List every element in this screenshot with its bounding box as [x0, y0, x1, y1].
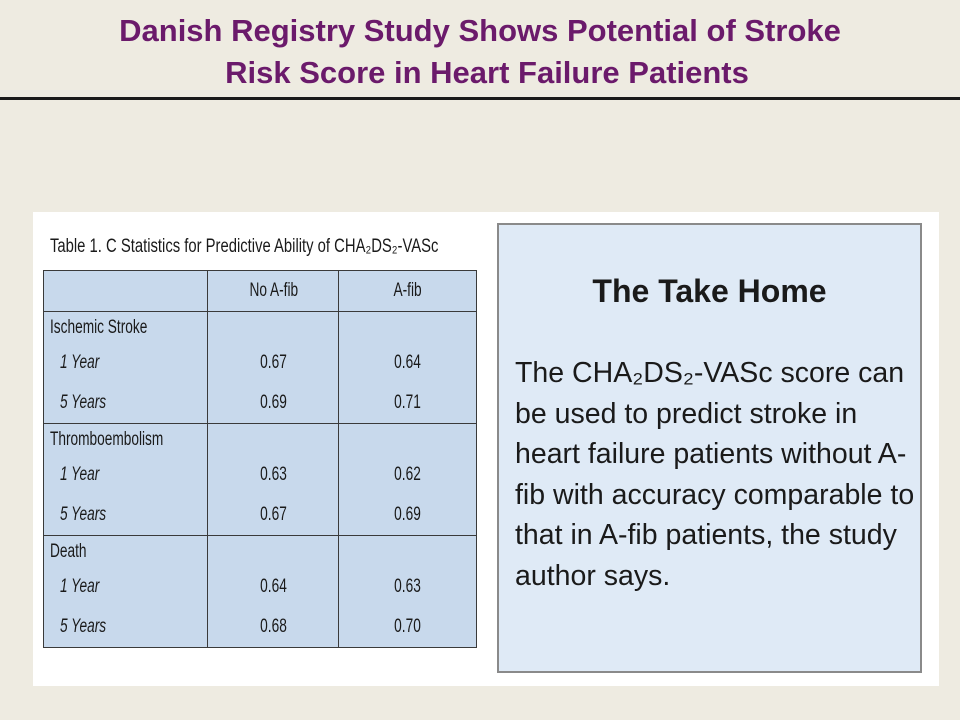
cell-no-afib: 0.68: [207, 607, 340, 649]
header-cell-afib: A-fib: [338, 270, 477, 312]
table-group-row: Thromboembolism: [42, 422, 477, 456]
table-row: 1 Year 0.64 0.63: [42, 567, 477, 608]
group-label: Death: [42, 534, 209, 568]
table-caption: Table 1. C Statistics for Predictive Abi…: [50, 236, 439, 257]
row-label: 5 Years: [42, 607, 209, 649]
table-group-row: Ischemic Stroke: [42, 310, 477, 344]
cell-afib: 0.62: [338, 455, 477, 496]
table-row: 1 Year 0.67 0.64: [42, 343, 477, 384]
cell-afib: 0.71: [338, 383, 477, 424]
cell-no-afib: 0.67: [207, 495, 340, 536]
cell-no-afib: 0.69: [207, 383, 340, 424]
c-statistics-table: No A-fib A-fib Ischemic Stroke 1 Year 0.…: [42, 270, 477, 649]
row-label: 5 Years: [42, 383, 209, 424]
cell-no-afib: 0.67: [207, 343, 340, 384]
table-header-row: No A-fib A-fib: [42, 270, 477, 312]
row-label: 5 Years: [42, 495, 209, 536]
cell-no-afib: 0.63: [207, 455, 340, 496]
cell-afib: 0.69: [338, 495, 477, 536]
cell-afib: 0.64: [338, 343, 477, 384]
table-row: 5 Years 0.69 0.71: [42, 383, 477, 424]
slide-title-line-2: Risk Score in Heart Failure Patients: [225, 55, 749, 90]
take-home-body: The CHA₂DS₂-VASc score can be used to pr…: [515, 357, 915, 592]
table-row: 5 Years 0.68 0.70: [42, 607, 477, 649]
cell-no-afib: 0.64: [207, 567, 340, 608]
take-home-box: The Take Home The CHA₂DS₂-VASc score can…: [497, 223, 922, 673]
title-divider: [0, 97, 960, 100]
row-label: 1 Year: [42, 455, 209, 496]
take-home-title: The Take Home: [592, 273, 827, 309]
table-group-row: Death: [42, 534, 477, 568]
header-cell-no-afib: No A-fib: [207, 270, 340, 312]
row-label: 1 Year: [42, 343, 209, 384]
cell-afib: 0.70: [338, 607, 477, 649]
group-label: Ischemic Stroke: [42, 310, 209, 344]
row-label: 1 Year: [42, 567, 209, 608]
table-row: 1 Year 0.63 0.62: [42, 455, 477, 496]
slide-title: Danish Registry Study Shows Potential of…: [0, 10, 960, 94]
header-cell-empty: [42, 270, 209, 312]
slide-title-line-1: Danish Registry Study Shows Potential of…: [119, 13, 841, 48]
group-label: Thromboembolism: [42, 422, 209, 456]
table-row: 5 Years 0.67 0.69: [42, 495, 477, 536]
cell-afib: 0.63: [338, 567, 477, 608]
